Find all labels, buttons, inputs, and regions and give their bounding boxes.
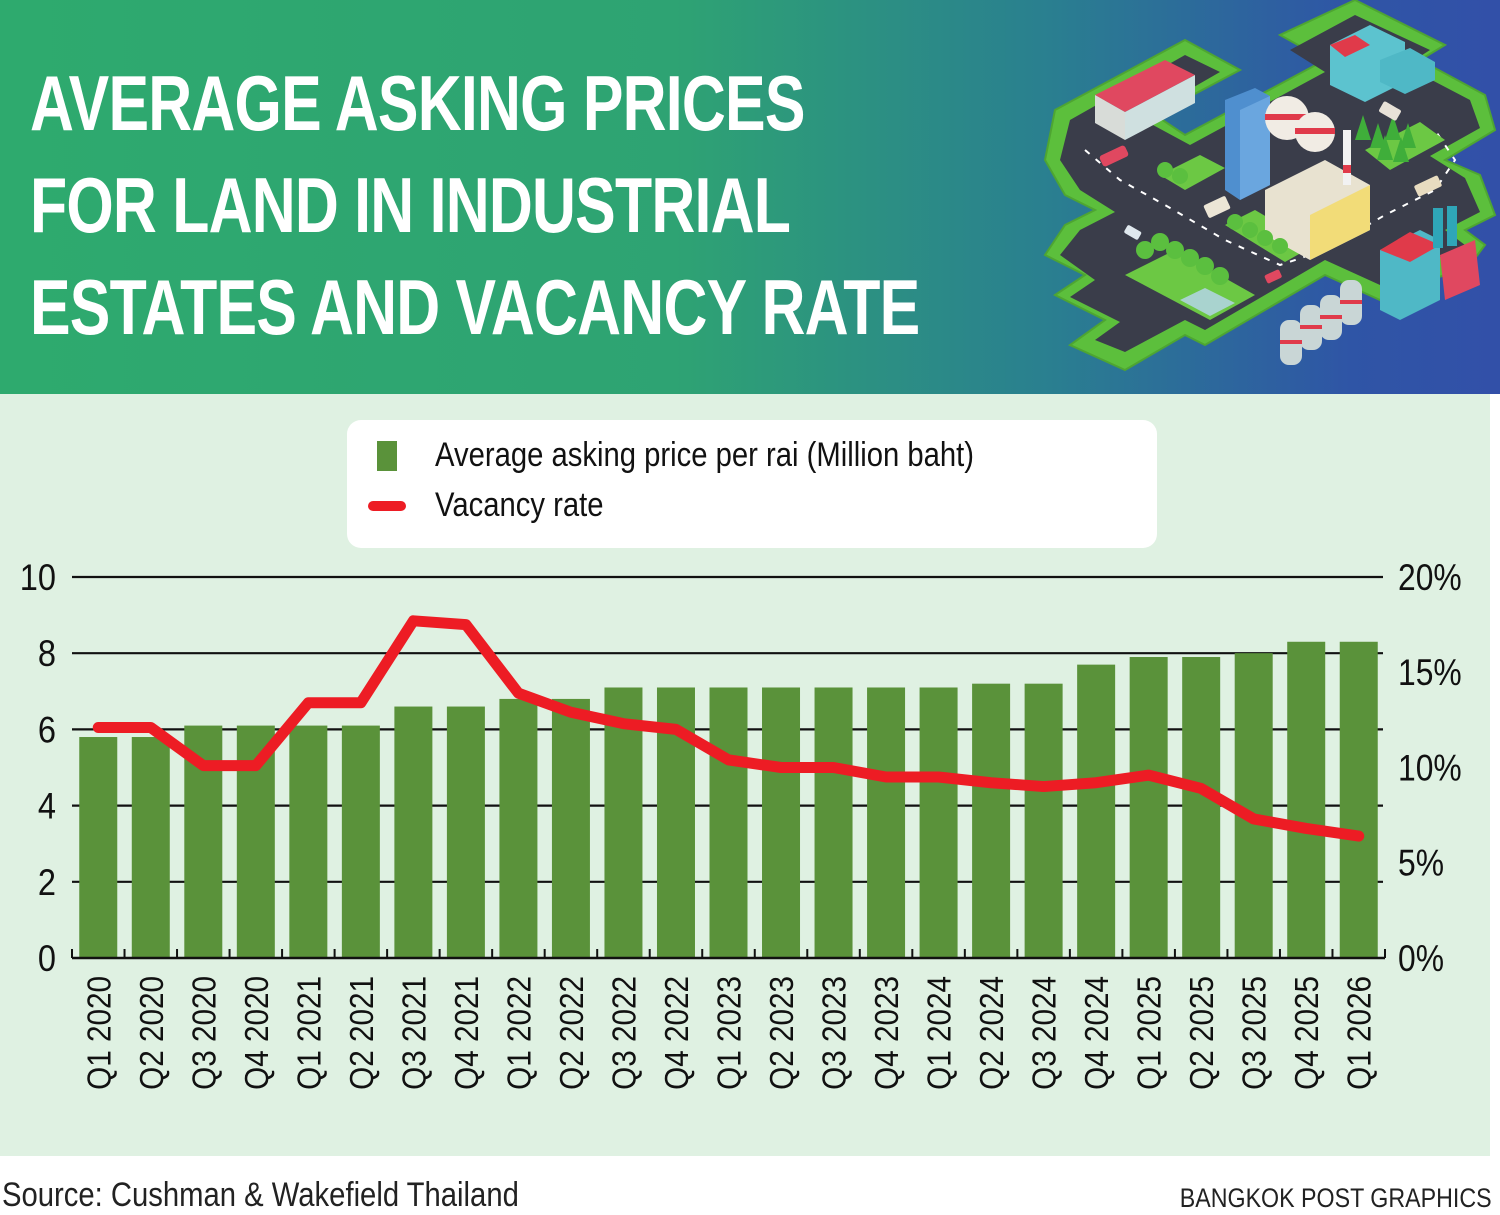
price-bar	[1339, 641, 1378, 958]
x-tick-label: Q2 2023	[764, 976, 801, 1090]
x-tick-label: Q4 2024	[1079, 976, 1116, 1090]
price-bar	[762, 687, 801, 958]
x-tick-label: Q1 2022	[501, 976, 538, 1090]
price-bar	[1182, 657, 1221, 958]
x-tick-label: Q1 2020	[81, 976, 118, 1090]
x-tick-label: Q2 2022	[554, 976, 591, 1090]
source-note: Source: Cushman & Wakefield Thailand	[2, 1176, 519, 1214]
price-bar	[394, 706, 433, 958]
title-line-2: FOR LAND IN INDUSTRIAL	[30, 161, 791, 249]
price-bar	[446, 706, 485, 958]
price-bar	[1024, 683, 1063, 958]
chart-title: AVERAGE ASKING PRICES FOR LAND IN INDUST…	[30, 52, 920, 358]
x-tick-label: Q4 2022	[659, 976, 696, 1090]
legend-item-vacancy: Vacancy rate	[347, 486, 631, 525]
right-tick-label: 0%	[1398, 939, 1444, 980]
right-tick-label: 5%	[1398, 844, 1444, 885]
legend-label-price: Average asking price per rai (Million ba…	[435, 436, 975, 474]
combo-chart: 0 2 4 6 8 10 0% 5% 10% 15% 20% Q1 2020 Q2 2020 Q3 202…	[20, 557, 1462, 1090]
x-tick-label: Q2 2025	[1184, 976, 1221, 1090]
green-square-icon	[377, 440, 397, 471]
right-tick-label: 20%	[1398, 558, 1462, 599]
chart-legend: Average asking price per rai (Million ba…	[347, 420, 1157, 548]
industrial-estate-illustration-icon	[1043, 0, 1497, 372]
x-tick-label: Q4 2025	[1289, 976, 1326, 1090]
title-line-1: AVERAGE ASKING PRICES	[30, 59, 805, 147]
price-bar	[131, 737, 170, 958]
legend-label-vacancy: Vacancy rate	[435, 486, 604, 524]
legend-item-price: Average asking price per rai (Million ba…	[347, 436, 1062, 475]
left-tick-label: 6	[38, 709, 56, 750]
red-line-icon	[368, 500, 406, 511]
price-bar	[1129, 657, 1168, 958]
left-tick-label: 10	[20, 557, 56, 598]
right-tick-label: 15%	[1398, 653, 1462, 694]
x-tick-label: Q2 2021	[343, 976, 380, 1090]
price-bar	[1077, 664, 1116, 958]
x-tick-label: Q3 2022	[606, 976, 643, 1090]
x-tick-label: Q4 2023	[869, 976, 906, 1090]
price-bar	[604, 687, 643, 958]
x-tick-label: Q2 2020	[133, 976, 170, 1090]
title-line-3: ESTATES AND VACANCY RATE	[30, 263, 920, 351]
x-tick-label: Q3 2025	[1236, 976, 1273, 1090]
x-tick-label: Q3 2024	[1026, 976, 1063, 1090]
left-tick-label: 8	[38, 633, 56, 674]
price-bar	[551, 698, 590, 958]
x-tick-label: Q1 2025	[1131, 976, 1168, 1090]
x-tick-label: Q1 2023	[711, 976, 748, 1090]
price-bar	[289, 725, 328, 958]
x-tick-label: Q4 2020	[238, 976, 275, 1090]
x-tick-label: Q3 2023	[816, 976, 853, 1090]
price-bar	[972, 683, 1011, 958]
x-tick-label: Q1 2026	[1341, 976, 1378, 1090]
x-tick-label: Q1 2024	[921, 976, 958, 1090]
x-tick-label: Q1 2021	[291, 976, 328, 1090]
price-bar	[341, 725, 380, 958]
x-tick-label: Q3 2021	[396, 976, 433, 1090]
price-bar	[79, 737, 118, 958]
left-tick-label: 4	[38, 786, 56, 827]
price-bar	[919, 687, 958, 958]
price-bar	[867, 687, 906, 958]
x-tick-label: Q2 2024	[974, 976, 1011, 1090]
right-tick-label: 10%	[1398, 748, 1462, 789]
price-bar	[709, 687, 748, 958]
x-tick-label: Q4 2021	[448, 976, 485, 1090]
left-tick-label: 2	[38, 862, 56, 903]
left-tick-label: 0	[38, 938, 56, 979]
price-bar	[499, 698, 538, 958]
x-tick-label: Q3 2020	[186, 976, 223, 1090]
price-bar	[1287, 641, 1326, 958]
price-bar	[814, 687, 853, 958]
graphics-credit: BANGKOK POST GRAPHICS	[1180, 1183, 1492, 1213]
